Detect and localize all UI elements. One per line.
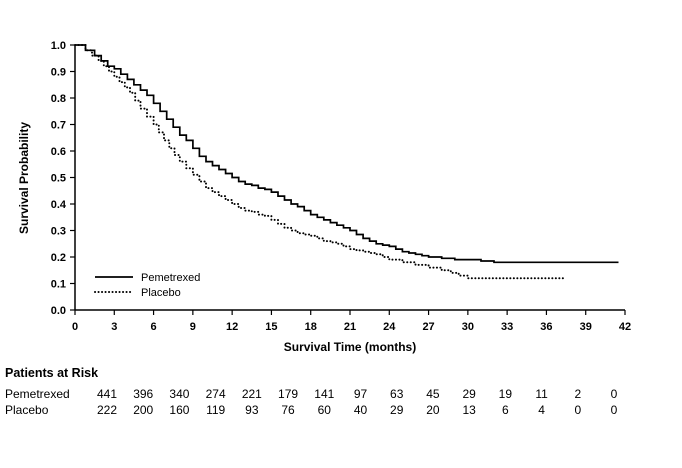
x-tick-label: 3 [111, 321, 117, 333]
survival-chart: Survival Probability Survival Time (mont… [17, 40, 631, 354]
risk-count: 76 [281, 403, 295, 417]
y-tick-label: 0.1 [51, 279, 66, 291]
risk-count: 11 [535, 387, 548, 401]
legend-label-pemetrexed: Pemetrexed [141, 272, 200, 284]
y-tick-label: 0.8 [51, 93, 66, 105]
risk-count: 0 [574, 403, 582, 417]
y-tick-label: 0.4 [51, 199, 67, 211]
y-tick-label: 0.9 [51, 67, 66, 79]
x-tick-label: 12 [226, 321, 238, 333]
x-tick-label: 42 [619, 321, 631, 333]
y-axis-title: Survival Probability [17, 122, 31, 234]
x-axis-title: Survival Time (months) [284, 340, 416, 354]
y-tick-label: 0.7 [51, 120, 66, 132]
risk-count: 340 [169, 387, 190, 401]
chart-plot-area: 0.00.10.20.30.40.50.60.70.80.91.00 3 6 9 12 1… [51, 40, 631, 333]
risk-count: 60 [317, 403, 331, 417]
risk-count: 93 [245, 403, 259, 417]
risk-count: 19 [498, 387, 513, 401]
risk-count: 97 [353, 387, 368, 401]
patients-at-risk-table: Patients at Risk Pemetrexed 441 396 340 274 2… [0, 360, 682, 419]
risk-count: 2 [574, 387, 582, 401]
risk-row-pemetrexed: Pemetrexed 441 396 340 274 221 179 141 97 63 45 29 1… [0, 387, 682, 403]
x-tick-label: 6 [151, 321, 157, 333]
risk-rows: Pemetrexed 441 396 340 274 221 179 141 97 63 45 29 1… [0, 387, 682, 419]
risk-count: 396 [133, 387, 154, 401]
y-tick-label: 0.5 [51, 173, 66, 185]
x-tick-label: 33 [501, 321, 513, 333]
x-tick-label: 21 [344, 321, 356, 333]
x-tick-label: 30 [462, 321, 474, 333]
risk-count: 20 [426, 403, 440, 417]
risk-count: 40 [353, 403, 368, 417]
risk-row-label: Placebo [5, 403, 49, 417]
x-tick-label: 24 [383, 321, 396, 333]
risk-count: 4 [538, 403, 545, 417]
risk-count: 222 [96, 403, 118, 417]
risk-count: 6 [502, 403, 509, 417]
risk-count: 63 [390, 387, 404, 401]
risk-count: 441 [96, 387, 118, 401]
risk-count: 29 [462, 387, 476, 401]
risk-row-label: Pemetrexed [5, 387, 70, 401]
y-tick-label: 0.2 [51, 252, 66, 264]
risk-count: 0 [610, 403, 618, 417]
x-tick-label: 0 [72, 321, 78, 333]
legend-label-placebo: Placebo [141, 287, 181, 299]
y-tick-label: 0.3 [51, 226, 66, 238]
x-tick-label: 9 [190, 321, 196, 333]
x-tick-label: 15 [265, 321, 277, 333]
x-tick-label: 27 [422, 321, 434, 333]
risk-count: 119 [206, 403, 226, 417]
y-tick-label: 0.0 [51, 305, 66, 317]
risk-count: 141 [314, 387, 335, 401]
risk-count: 274 [205, 387, 226, 401]
risk-count: 13 [462, 403, 476, 417]
series-line-placebo [74, 44, 568, 280]
risk-count: 160 [169, 403, 190, 417]
x-tick-label: 18 [305, 321, 317, 333]
risk-count: 45 [426, 387, 440, 401]
y-tick-label: 1.0 [51, 40, 66, 52]
risk-count: 0 [610, 387, 618, 401]
risk-count: 29 [390, 403, 404, 417]
patients-at-risk-title: Patients at Risk [5, 366, 99, 380]
risk-row-placebo: Placebo 222 200 160 119 93 76 60 40 29 20 13 6 4 0 0 [0, 403, 682, 419]
risk-count: 179 [278, 387, 299, 401]
risk-count: 221 [241, 387, 262, 401]
y-tick-label: 0.6 [51, 146, 66, 158]
x-tick-label: 39 [580, 321, 592, 333]
x-tick-label: 36 [540, 321, 552, 333]
risk-count: 200 [133, 403, 154, 417]
series-line-pemetrexed [75, 44, 619, 264]
